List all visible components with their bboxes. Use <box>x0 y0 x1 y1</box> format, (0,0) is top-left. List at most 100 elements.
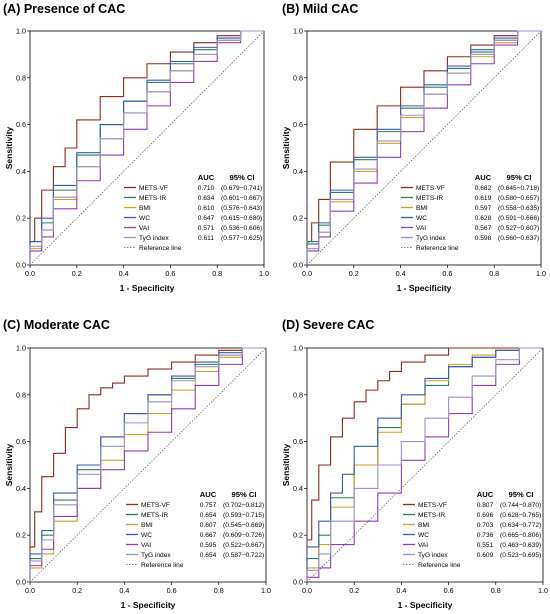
legend-series-name: METS-VF <box>139 185 168 192</box>
y-axis-title: Sensitivity <box>281 443 291 486</box>
legend-series-name: BMI <box>141 522 153 529</box>
legend-ci-value: (0.645−0.718) <box>498 185 539 192</box>
x-tick-label: 0.8 <box>489 269 499 278</box>
panel-1: (A) Presence of CAC 0.00.0 0.2 0.2 0.4 0.4 0.6… <box>3 2 269 293</box>
legend-series-name: METS-IR <box>139 195 166 202</box>
legend-auc-value: 0.598 <box>475 235 492 242</box>
legend-auc-value: 0.696 <box>477 512 494 519</box>
legend-auc-value: 0.610 <box>198 205 215 212</box>
legend-auc-value: 0.682 <box>475 185 492 192</box>
roc-curve-tyg-index <box>29 347 266 582</box>
plot-frame <box>29 30 265 266</box>
legend-series-name: TyG index <box>416 235 446 242</box>
x-axis-title: 1 - Specificity <box>397 283 452 293</box>
reference-line <box>306 347 544 583</box>
legend-ci-header: 95% CI <box>509 490 534 499</box>
legend-reference-label: Reference line <box>139 245 182 252</box>
x-axis-title: 1 - Specificity <box>121 600 176 610</box>
legend-series-name: VAI <box>416 225 426 232</box>
legend-series-name: WC <box>418 532 429 539</box>
x-tick-label: 0.8 <box>214 586 224 595</box>
y-tick-label: 1.0 <box>293 344 303 353</box>
legend-auc-value: 0.710 <box>198 185 215 192</box>
legend-ci-value: (0.523−0.695) <box>500 552 541 559</box>
legend-auc-value: 0.595 <box>200 542 217 549</box>
x-tick-label: 0.6 <box>444 586 454 595</box>
legend-series-name: BMI <box>418 522 430 529</box>
y-tick-label: 1.0 <box>16 344 26 353</box>
y-axis-title: Sensitivity <box>4 126 14 169</box>
legend-auc-value: 0.628 <box>475 215 492 222</box>
legend-ci-value: (0.634−0.772) <box>500 522 541 529</box>
x-axis-title: 1 - Specificity <box>120 283 175 293</box>
y-tick-label: 0.2 <box>293 531 303 540</box>
legend-ci-header: 95% CI <box>507 173 532 182</box>
panel-3: (C) Moderate CAC 0.00.0 0.2 0.2 0.4 0.4 0.6 0.6… <box>3 318 271 610</box>
legend-auc-value: 0.551 <box>477 542 494 549</box>
panel-title: (D) Severe CAC <box>282 318 374 332</box>
y-tick-label: 0.2 <box>293 214 303 223</box>
legend-ci-header: 95% CI <box>232 490 257 499</box>
legend-auc-value: 0.736 <box>477 532 494 539</box>
plot-frame <box>29 347 267 583</box>
x-tick-label: 1.0 <box>261 586 271 595</box>
x-tick-label: 1.0 <box>259 269 269 278</box>
legend-auc-header: AUC <box>475 173 492 182</box>
legend-ci-value: (0.536−0.606) <box>221 225 262 232</box>
legend-ci-value: (0.665−0.806) <box>500 532 541 539</box>
legend-reference-label: Reference line <box>418 562 461 569</box>
x-tick-label: 0.8 <box>491 586 501 595</box>
legend-ci-value: (0.744−0.870) <box>500 502 541 509</box>
legend: AUC 95% CI METS-VF 0.682 (0.645−0.718) METS-I… <box>401 173 539 252</box>
legend-series-name: METS-VF <box>416 185 445 192</box>
roc-curve-vai <box>29 347 266 582</box>
x-tick-label: 0.2 <box>72 269 82 278</box>
legend-auc-value: 0.611 <box>198 235 214 242</box>
roc-curve-tyg-index <box>306 30 541 265</box>
legend-series-name: METS-VF <box>418 502 447 509</box>
x-tick-label: 0.8 <box>212 269 222 278</box>
legend-auc-value: 0.634 <box>198 195 215 202</box>
legend-ci-value: (0.591−0.666) <box>498 215 539 222</box>
legend-auc-value: 0.757 <box>200 502 217 509</box>
legend-ci-value: (0.545−0.669) <box>223 522 264 529</box>
roc-curve-mets-vf <box>306 347 543 582</box>
y-tick-label: 0.0 <box>293 261 303 270</box>
legend-ci-header: 95% CI <box>230 173 255 182</box>
x-tick-label: 0.0 <box>25 586 35 595</box>
legend-auc-value: 0.807 <box>477 502 494 509</box>
legend-series-name: BMI <box>139 205 151 212</box>
legend-series-name: METS-IR <box>416 195 443 202</box>
legend-auc-value: 0.647 <box>198 215 215 222</box>
panel-2: (B) Mild CAC 0.00.0 0.2 0.2 0.4 0.4 0.6 0.6 0.8 0… <box>281 2 546 293</box>
x-tick-label: 0.0 <box>302 269 312 278</box>
y-tick-label: 0.4 <box>293 484 303 493</box>
x-tick-label: 0.6 <box>167 586 177 595</box>
y-tick-label: 0.4 <box>293 167 303 176</box>
x-tick-label: 0.0 <box>25 269 35 278</box>
legend-ci-value: (0.558−0.635) <box>498 205 539 212</box>
legend-ci-value: (0.527−0.607) <box>498 225 539 232</box>
legend-series-name: VAI <box>139 225 149 232</box>
plot-frame <box>306 347 544 583</box>
panel-title: (A) Presence of CAC <box>3 2 125 16</box>
legend-ci-value: (0.593−0.715) <box>223 512 264 519</box>
y-tick-label: 0.2 <box>16 214 26 223</box>
legend: AUC 95% CI METS-VF 0.757 (0.702−0.812) METS-I… <box>126 490 264 569</box>
legend-ci-value: (0.560−0.637) <box>498 235 539 242</box>
legend-series-name: VAI <box>141 542 151 549</box>
legend-auc-value: 0.654 <box>200 512 217 519</box>
legend-ci-value: (0.679−0.741) <box>221 185 262 192</box>
legend-series-name: BMI <box>416 205 428 212</box>
y-tick-label: 0.6 <box>293 120 303 129</box>
legend-auc-header: AUC <box>477 490 494 499</box>
legend-series-name: VAI <box>418 542 428 549</box>
y-tick-label: 0.8 <box>16 73 26 82</box>
roc-curve-tyg-index <box>29 30 264 265</box>
x-tick-label: 0.2 <box>349 586 359 595</box>
legend-ci-value: (0.702−0.812) <box>223 502 264 509</box>
legend-series-name: TyG index <box>141 552 171 559</box>
roc-curve-mets-vf <box>29 30 264 265</box>
y-tick-label: 0.6 <box>293 437 303 446</box>
legend-auc-value: 0.567 <box>475 225 492 232</box>
